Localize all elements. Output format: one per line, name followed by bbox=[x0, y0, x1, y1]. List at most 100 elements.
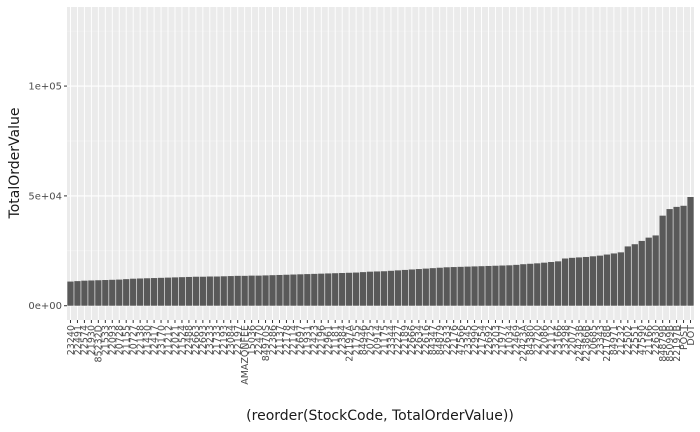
bar bbox=[213, 276, 220, 306]
x-tick-label: 21930 bbox=[87, 325, 98, 355]
bar bbox=[555, 261, 562, 306]
bar bbox=[422, 268, 429, 306]
bar bbox=[534, 263, 541, 306]
bar bbox=[610, 253, 618, 306]
x-tick-label: 22692 bbox=[484, 325, 495, 355]
x-tick-label: 84347 bbox=[428, 325, 439, 355]
x-tick-label: 22193 bbox=[219, 325, 230, 355]
x-tick-label: 22227 bbox=[393, 325, 404, 355]
bar bbox=[687, 196, 694, 306]
x-tick-label: 21034 bbox=[505, 325, 516, 355]
plot-panel bbox=[67, 7, 694, 320]
x-tick-label: 22178 bbox=[282, 325, 293, 355]
bar bbox=[401, 269, 409, 306]
x-axis: 2324022491225742193085232D21533220932072… bbox=[66, 320, 697, 385]
y-tick-label: 0e+00 bbox=[28, 301, 62, 312]
x-tick-label: 22469 bbox=[512, 325, 523, 355]
x-tick-label: 20728 bbox=[115, 325, 126, 355]
x-tick-label: 23233 bbox=[205, 325, 216, 355]
bar bbox=[443, 267, 450, 306]
bar bbox=[513, 264, 520, 306]
x-tick-label: 22502 bbox=[623, 325, 634, 355]
x-tick-label: 21175 bbox=[379, 325, 390, 355]
x-tick-label: 22112 bbox=[546, 325, 557, 355]
x-tick-label: 23345 bbox=[463, 325, 474, 355]
bar bbox=[67, 281, 74, 306]
bar bbox=[332, 273, 339, 306]
bar bbox=[638, 240, 645, 306]
x-tick-label: 22693 bbox=[198, 325, 209, 355]
bar bbox=[262, 275, 269, 306]
x-tick-label: 21181 bbox=[331, 325, 342, 355]
x-tick-label: 22551 bbox=[630, 325, 641, 355]
x-tick-label: 22077 bbox=[567, 325, 578, 355]
bar bbox=[359, 272, 367, 306]
x-tick-label: 21212 bbox=[163, 325, 174, 355]
bar bbox=[659, 215, 666, 306]
x-tick-label: 84879 bbox=[435, 325, 446, 355]
bar bbox=[589, 256, 597, 306]
x-tick-label: 22491 bbox=[73, 325, 84, 355]
bar bbox=[297, 274, 304, 306]
bar bbox=[318, 273, 325, 306]
x-tick-label: 23084 bbox=[226, 325, 237, 355]
x-tick-label: 23203 bbox=[491, 325, 502, 355]
x-tick-label: 22114 bbox=[289, 325, 300, 355]
x-tick-label: 20725 bbox=[365, 325, 376, 355]
bar bbox=[116, 279, 123, 306]
x-tick-label: 85232D bbox=[94, 325, 105, 363]
x-tick-label: 23343 bbox=[595, 325, 606, 355]
bar bbox=[492, 265, 499, 306]
x-tick-label: 22093 bbox=[108, 325, 119, 355]
bar bbox=[283, 274, 290, 306]
x-tick-label: 22961 bbox=[324, 325, 335, 355]
x-tick-label: 22633 bbox=[442, 325, 453, 355]
bar bbox=[373, 271, 381, 306]
bar bbox=[499, 265, 506, 306]
bar bbox=[227, 276, 234, 306]
x-tick-label: 22634 bbox=[414, 325, 425, 355]
bar bbox=[548, 262, 555, 306]
bar bbox=[199, 276, 206, 306]
bar bbox=[192, 276, 200, 306]
x-tick-label: 20685 bbox=[588, 325, 599, 355]
x-tick-label: 23166 bbox=[553, 325, 564, 355]
x-tick-label: 22630 bbox=[651, 325, 662, 355]
bar bbox=[123, 279, 130, 306]
bar bbox=[346, 272, 353, 306]
x-tick-label: 22423 bbox=[310, 325, 321, 355]
bar bbox=[102, 280, 109, 306]
x-tick-label: 22417 bbox=[149, 325, 160, 355]
bar bbox=[680, 205, 687, 306]
x-tick-label: 21733 bbox=[212, 325, 223, 355]
bar bbox=[652, 235, 659, 306]
bar bbox=[541, 262, 548, 306]
x-axis-title: (reorder(StockCode, TotalOrderValue)) bbox=[246, 408, 514, 424]
bar bbox=[241, 275, 248, 306]
bar bbox=[137, 278, 144, 306]
x-tick-label: 21137 bbox=[275, 325, 286, 355]
x-tick-label: 22384 bbox=[337, 325, 348, 355]
bar bbox=[220, 276, 227, 306]
bar bbox=[527, 263, 534, 306]
bar bbox=[290, 274, 297, 306]
bar bbox=[464, 266, 471, 306]
bar bbox=[311, 273, 318, 306]
x-tick-label: 22086 bbox=[540, 325, 551, 355]
x-tick-label: 47566 bbox=[456, 325, 467, 355]
x-tick-label: 84970S bbox=[261, 325, 272, 361]
bar bbox=[352, 272, 360, 306]
x-tick-label: POST bbox=[679, 325, 690, 350]
x-tick-label: DOT bbox=[686, 325, 697, 346]
bar bbox=[255, 275, 262, 306]
x-tick-label: 22663 bbox=[191, 325, 202, 355]
x-tick-label: 84971 bbox=[609, 325, 620, 355]
bar bbox=[582, 256, 590, 306]
x-tick-label: 23240 bbox=[66, 325, 77, 355]
bar bbox=[143, 278, 151, 306]
y-tick-label: 5e+04 bbox=[28, 191, 62, 202]
bar bbox=[666, 209, 673, 306]
x-tick-label: 22386B bbox=[581, 325, 592, 362]
bar bbox=[673, 206, 680, 306]
x-tick-label: 22720 bbox=[533, 325, 544, 355]
